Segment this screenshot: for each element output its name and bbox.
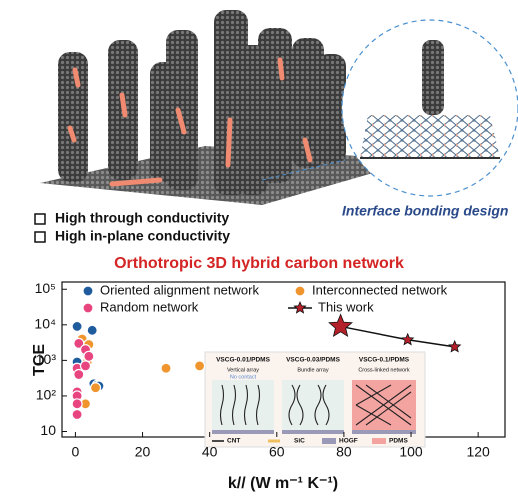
series-line [341,326,455,346]
legend-marker [83,286,93,296]
page: High through conductivity High in-plane … [0,0,518,500]
feature-text: High through conductivity [55,210,229,226]
inset-text: Vertical array [227,367,259,373]
y-tick-label: 10³ [36,351,57,367]
star-marker [449,341,460,352]
legend-label: This work [318,299,374,314]
y-tick-label: 10⁵ [35,280,56,296]
legend-label: Oriented alignment network [100,282,259,297]
chart-title: Orthotropic 3D hybrid carbon network [114,255,404,272]
legend-marker [295,286,305,296]
y-tick-label: 10 [40,422,56,438]
point [72,410,82,420]
figure: High through conductivity High in-plane … [0,0,518,500]
point [161,363,171,373]
x-tick-label: 60 [269,444,285,460]
inset-title: VSCG-0.1/PDMS [359,357,410,364]
star-marker [329,314,352,336]
x-tick-label: 120 [466,444,490,460]
inset-legend: SiC [294,438,305,445]
callout-text: Interface bonding design [342,203,508,219]
x-axis-label: k// (W m⁻¹ K⁻¹) [228,475,338,492]
y-tick-label: 10² [36,387,57,403]
point [72,321,82,331]
point [87,325,97,335]
inset-title: VSCG-0.01/PDMS [216,357,270,364]
point [84,351,94,361]
y-tick-label: 10⁴ [34,316,56,332]
x-tick-label: 40 [202,444,218,460]
x-tick-label: 100 [399,444,423,460]
point [91,383,101,393]
inset-title: VSCG-0.03/PDMS [286,357,340,364]
point [74,370,84,380]
legend-marker [294,302,305,313]
point [80,361,90,371]
inset-text: No contact [230,374,257,380]
inset-text: Bundle array [297,367,328,373]
inset-legend: CNT [227,438,240,445]
inset [205,352,425,447]
star-marker [402,334,413,345]
x-tick-label: 80 [336,444,352,460]
inset-text: Cross-linked network [358,367,410,373]
legend-marker [83,303,93,313]
x-tick-label: 20 [135,444,151,460]
x-tick-label: 0 [72,444,80,460]
feature-text: High in-plane conductivity [55,228,230,244]
point [195,361,205,371]
legend-label: Interconnected network [312,282,448,297]
point [72,399,82,409]
legend-label: Random network [100,299,199,314]
